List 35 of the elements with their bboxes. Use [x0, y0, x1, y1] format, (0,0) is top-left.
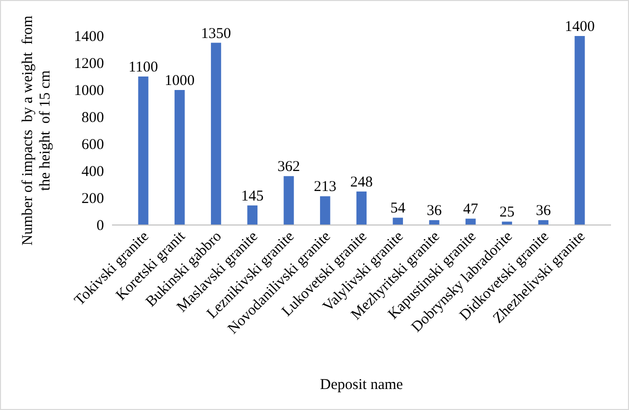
y-axis-title: Number of impacts by a weight from the height of 15 cm	[20, 15, 54, 246]
y-tick-label: 400	[82, 164, 104, 180]
data-label: 47	[463, 202, 479, 218]
data-label: 213	[314, 179, 336, 196]
bar	[210, 42, 222, 225]
bar	[392, 218, 403, 225]
data-label: 1400	[564, 19, 595, 35]
data-label: 1000	[164, 73, 195, 89]
bar	[574, 36, 585, 225]
data-label: 36	[426, 203, 442, 220]
bar	[466, 218, 476, 225]
bar	[174, 90, 185, 225]
y-tick-label: 1200	[74, 56, 104, 72]
data-label: 248	[350, 174, 373, 191]
data-label: 145	[241, 188, 264, 204]
y-tick-label: 800	[82, 110, 104, 126]
y-tick-label: 1400	[74, 28, 104, 45]
x-axis-title: Deposit name	[320, 377, 404, 393]
data-label: 1350	[201, 26, 232, 42]
y-tick-label: 200	[82, 190, 104, 207]
bar	[138, 76, 148, 225]
data-label: 1100	[128, 60, 158, 76]
bar	[429, 220, 440, 225]
data-label: 25	[499, 204, 514, 221]
y-tick-label: 0	[96, 218, 104, 234]
bar	[247, 205, 258, 225]
bar	[284, 176, 294, 225]
y-tick-label: 600	[82, 136, 104, 153]
data-label: 54	[390, 200, 406, 217]
bar	[538, 220, 548, 225]
y-tick-label: 1000	[74, 82, 104, 99]
data-label: 362	[278, 159, 300, 176]
bar	[356, 192, 367, 225]
bar	[320, 196, 330, 225]
data-label: 36	[536, 203, 552, 220]
